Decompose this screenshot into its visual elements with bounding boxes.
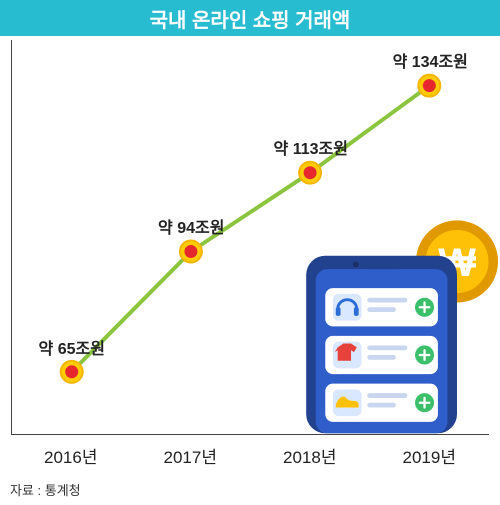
data-label: 약 94조원 bbox=[158, 214, 224, 238]
source-text: 자료 : 통계청 bbox=[10, 480, 500, 499]
x-tick: 2016년 bbox=[11, 443, 131, 468]
shopping-illustration-icon: ₩ bbox=[289, 211, 499, 436]
x-tick: 2019년 bbox=[370, 443, 490, 468]
x-tick: 2017년 bbox=[131, 443, 251, 468]
chart-plot-area: ₩ 약 65조원약 94조원약 113조원약 134조원 bbox=[11, 40, 489, 435]
data-label: 약 65조원 bbox=[39, 335, 105, 359]
x-tick: 2018년 bbox=[250, 443, 370, 468]
data-label: 약 134조원 bbox=[393, 48, 468, 72]
x-axis: 2016년 2017년 2018년 2019년 bbox=[11, 443, 489, 468]
chart-title: 국내 온라인 쇼핑 거래액 bbox=[0, 0, 500, 36]
data-label: 약 113조원 bbox=[274, 135, 348, 159]
